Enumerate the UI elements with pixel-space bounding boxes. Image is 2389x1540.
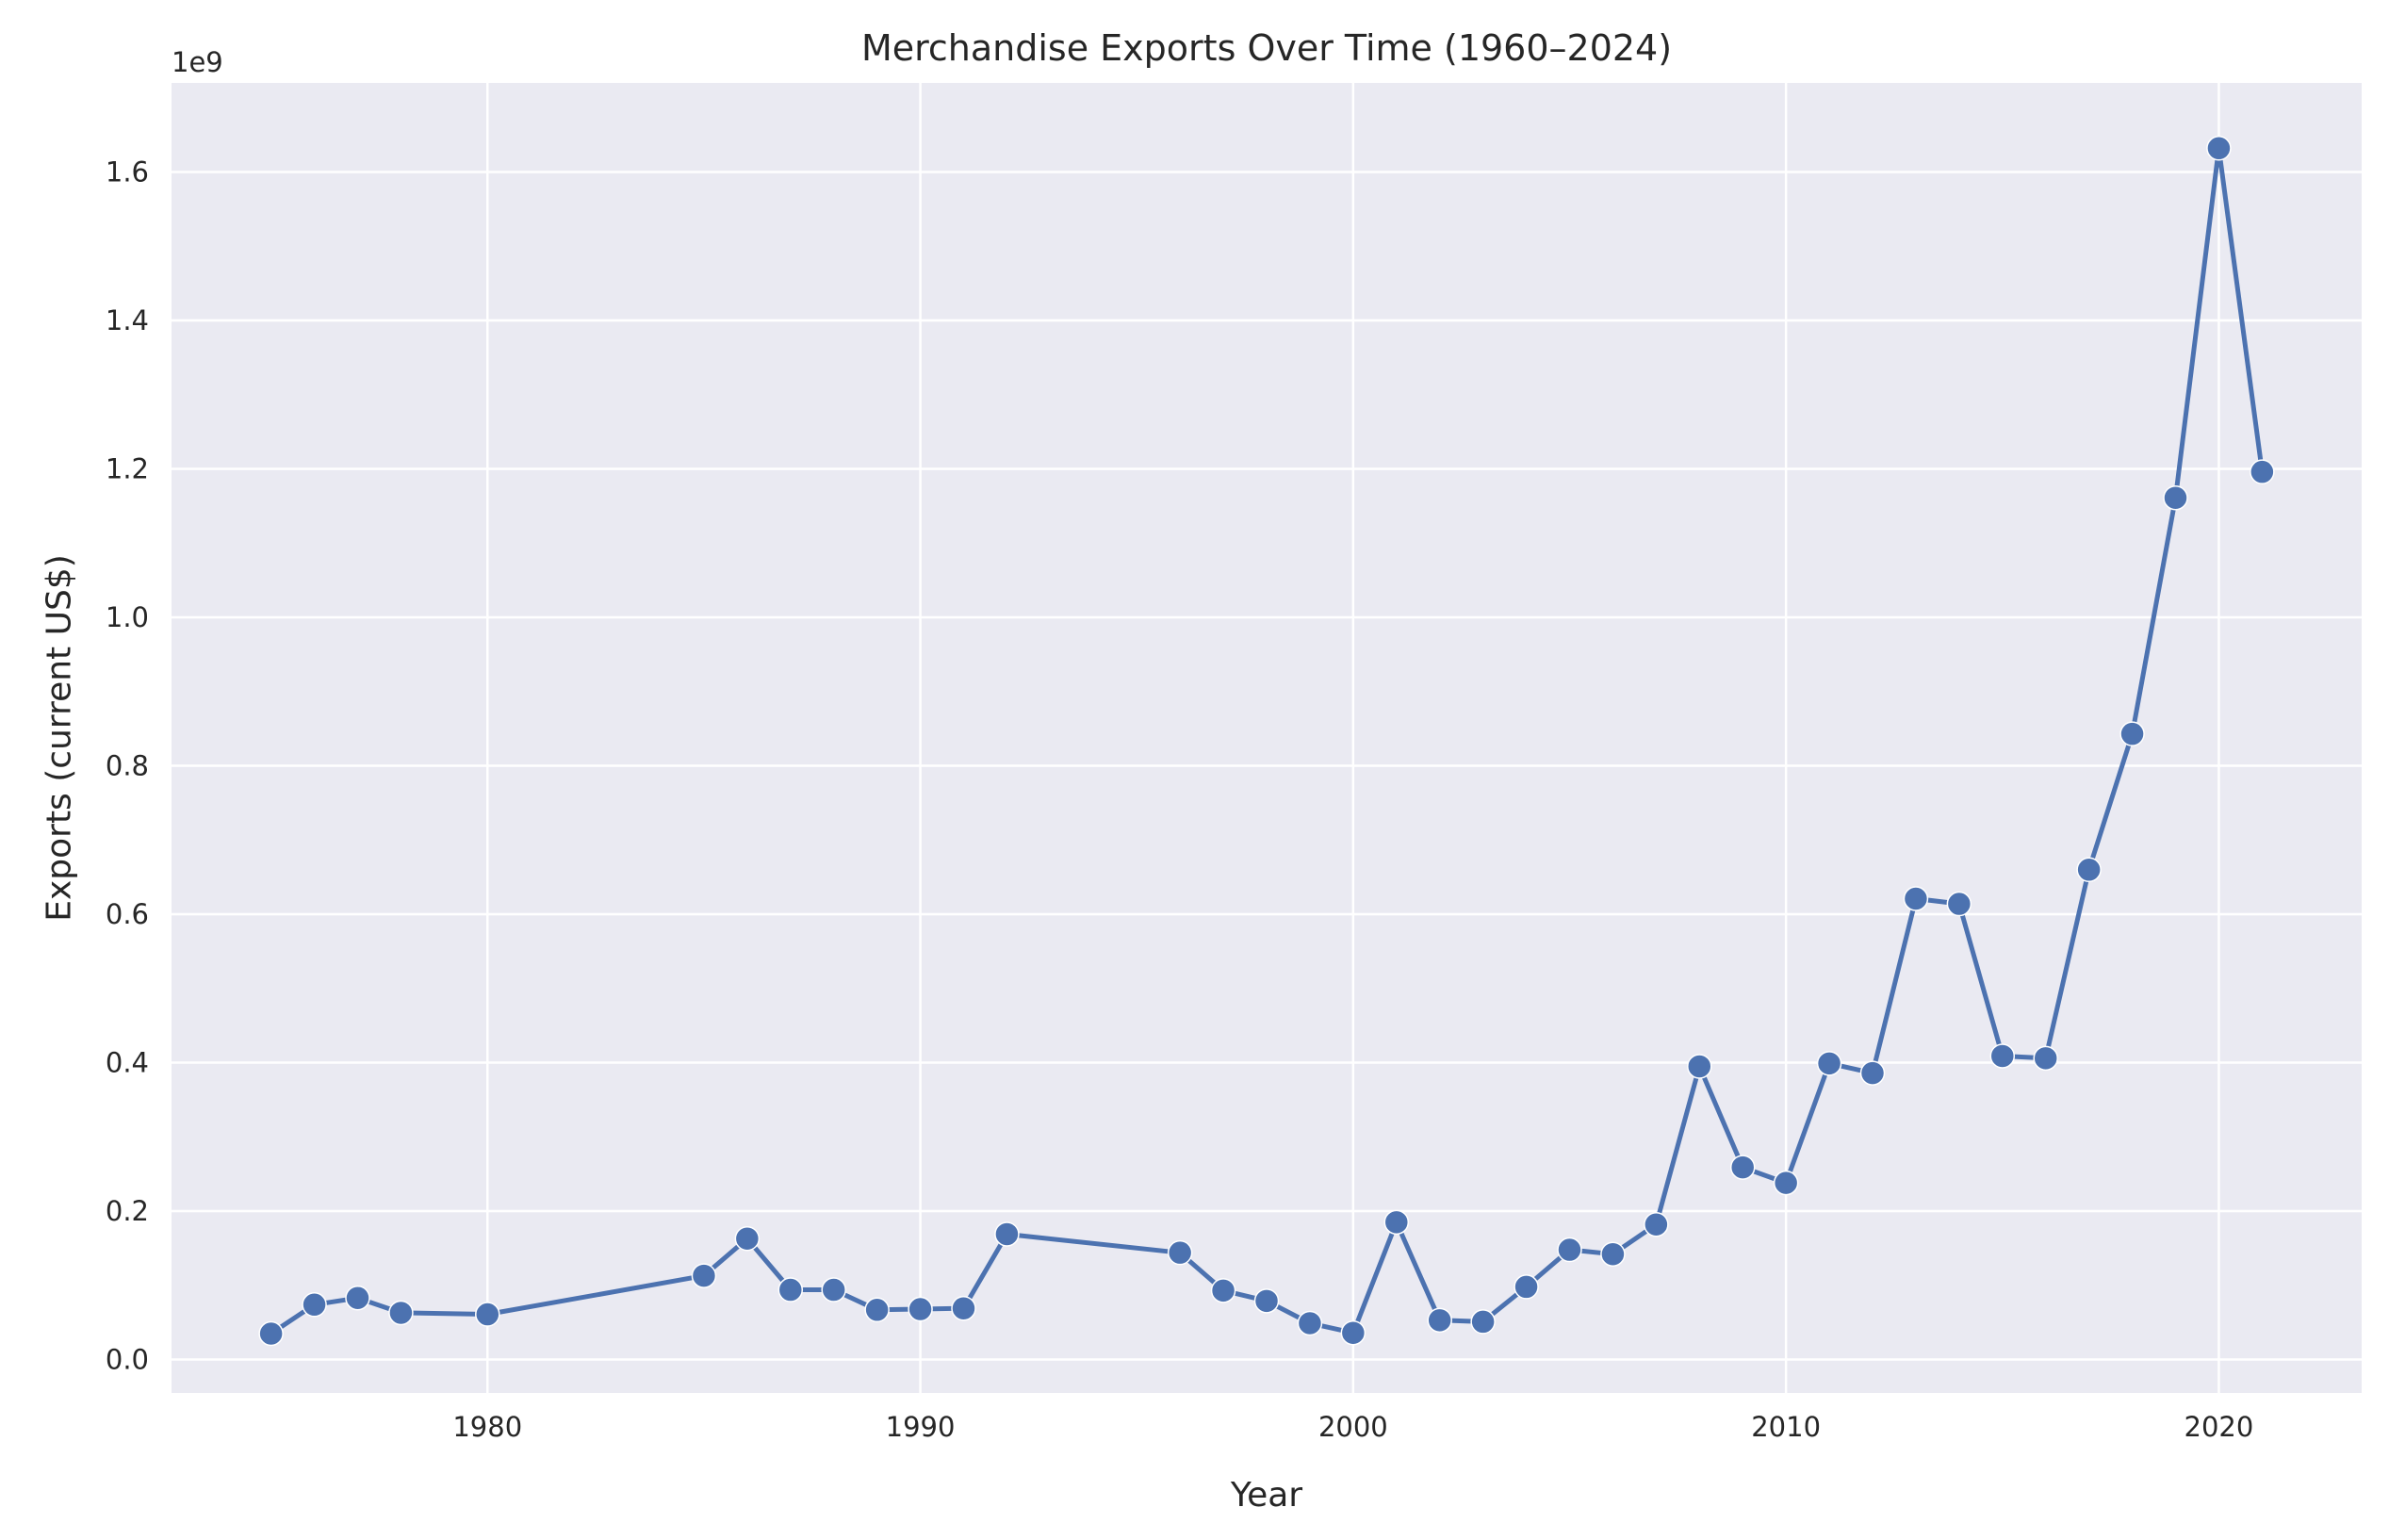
data-point bbox=[2076, 857, 2102, 883]
data-point bbox=[864, 1297, 890, 1323]
y-tick-label: 0.4 bbox=[106, 1047, 149, 1079]
data-point bbox=[1167, 1239, 1193, 1266]
data-point bbox=[2163, 484, 2188, 511]
y-tick-label: 1.4 bbox=[106, 304, 149, 336]
data-point bbox=[1297, 1310, 1323, 1336]
plot-area bbox=[172, 83, 2362, 1393]
data-point bbox=[302, 1292, 327, 1318]
y-axis-offset-label: 1e9 bbox=[172, 46, 223, 78]
data-point bbox=[908, 1296, 933, 1322]
data-point bbox=[1514, 1274, 1539, 1300]
data-point bbox=[951, 1295, 976, 1321]
x-tick-label: 1990 bbox=[886, 1411, 956, 1443]
data-point bbox=[734, 1225, 761, 1252]
data-point bbox=[2206, 136, 2232, 161]
data-point bbox=[388, 1300, 414, 1326]
data-point bbox=[1903, 886, 1929, 911]
data-point bbox=[1729, 1155, 1756, 1180]
x-tick-label: 1980 bbox=[452, 1411, 522, 1443]
y-tick-label: 0.8 bbox=[106, 750, 149, 782]
x-axis-label: Year bbox=[1230, 1476, 1302, 1515]
data-point bbox=[1383, 1209, 1410, 1236]
data-point bbox=[475, 1302, 500, 1327]
x-axis-ticks: 1980 1990 2000 2010 2020 bbox=[452, 1411, 2253, 1443]
y-tick-label: 0.0 bbox=[106, 1344, 149, 1376]
x-tick-label: 2010 bbox=[1751, 1411, 1821, 1443]
x-tick-label: 2000 bbox=[1318, 1411, 1388, 1443]
y-axis-label: Exports (current US$) bbox=[41, 554, 79, 922]
data-point bbox=[1600, 1241, 1626, 1267]
data-point bbox=[1773, 1170, 1799, 1196]
data-point bbox=[2250, 459, 2275, 484]
data-point bbox=[1427, 1307, 1452, 1334]
y-tick-label: 0.2 bbox=[106, 1195, 149, 1227]
chart-title: Merchandise Exports Over Time (1960–2024… bbox=[861, 27, 1672, 69]
data-point bbox=[1557, 1237, 1582, 1263]
data-point bbox=[258, 1320, 284, 1347]
data-point bbox=[691, 1263, 717, 1288]
y-tick-label: 1.6 bbox=[106, 156, 149, 188]
grid bbox=[172, 83, 2362, 1393]
data-point bbox=[1687, 1054, 1712, 1079]
data-point bbox=[2119, 721, 2145, 746]
data-point bbox=[1210, 1278, 1236, 1303]
y-tick-label: 1.2 bbox=[106, 453, 149, 485]
series-group bbox=[258, 136, 2275, 1347]
data-point bbox=[1989, 1043, 2016, 1069]
data-point bbox=[1644, 1211, 1669, 1237]
y-tick-label: 0.6 bbox=[106, 898, 149, 930]
data-point bbox=[2033, 1045, 2058, 1072]
data-point bbox=[1253, 1288, 1280, 1314]
y-tick-label: 1.0 bbox=[106, 601, 149, 633]
data-point bbox=[1470, 1309, 1496, 1335]
data-point bbox=[1946, 891, 1972, 917]
data-point bbox=[1340, 1319, 1366, 1346]
data-point bbox=[821, 1277, 846, 1302]
data-point bbox=[1816, 1051, 1842, 1076]
y-axis-ticks: 0.0 0.2 0.4 0.6 0.8 1.0 1.2 1.4 1.6 bbox=[106, 156, 149, 1376]
data-point bbox=[994, 1221, 1020, 1247]
data-point bbox=[777, 1277, 804, 1302]
x-tick-label: 2020 bbox=[2184, 1411, 2254, 1443]
data-point bbox=[345, 1285, 370, 1311]
data-point bbox=[1859, 1060, 1886, 1086]
